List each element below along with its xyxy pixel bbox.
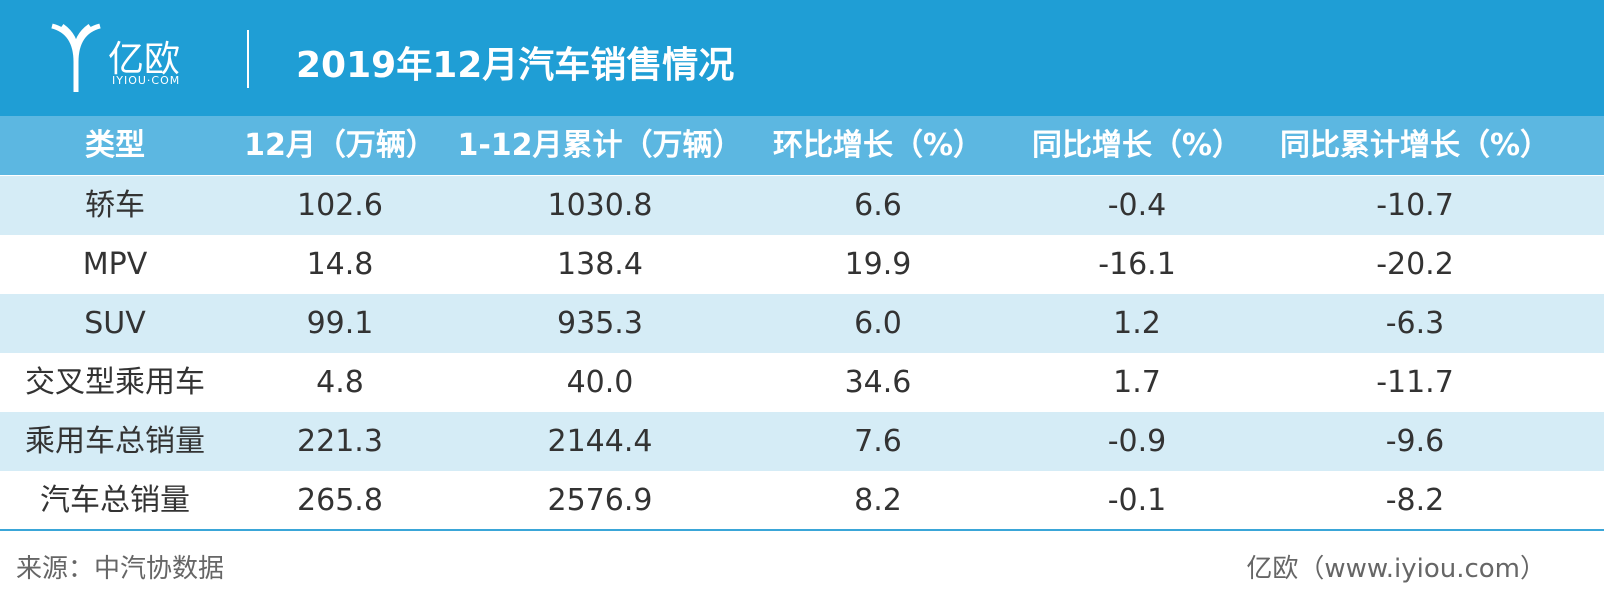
column-header: 环比增长（%） [772,128,984,163]
table-row: SUV 99.1 935.3 6.0 1.2 -6.3 [0,294,1604,353]
logo-subtext: IYIOU·COM [112,74,181,87]
column-header: 同比增长（%） [1031,128,1243,163]
table-cell: -0.4 [1107,188,1167,223]
source: 来源：中汽协数据 [16,554,225,584]
table-cell: 40.0 [566,365,634,400]
table-cell: -11.7 [1376,365,1454,400]
header-bar: 亿欧 IYIOU·COM 2019年12月汽车销售情况 [0,0,1604,116]
table-cell: -9.6 [1385,424,1445,459]
table-cell: 935.3 [557,306,643,341]
column-header: 1-12月累计（万辆） [457,128,743,163]
separator [247,30,249,88]
table-cell: -6.3 [1385,306,1445,341]
table-cell: -0.9 [1107,424,1167,459]
table-cell: 265.8 [297,483,383,518]
table-cell: 1.7 [1113,365,1161,400]
table-cell: 轿车 [85,188,145,223]
table-row: 轿车 102.6 1030.8 6.6 -0.4 -10.7 [0,176,1604,235]
logo-icon [51,23,101,92]
table-cell: 14.8 [306,247,374,282]
table-cell: 7.6 [854,424,902,459]
table-cell: MPV [82,247,148,282]
credit: 亿欧（www.iyiou.com） [1246,554,1546,584]
table-cell: 乘用车总销量 [25,424,205,459]
bottom-rule [0,529,1604,531]
table-cell: SUV [84,306,146,341]
table-cell: -0.1 [1107,483,1167,518]
table-cell: -20.2 [1376,247,1454,282]
table-row: MPV 14.8 138.4 19.9 -16.1 -20.2 [0,235,1604,294]
table-cell: 8.2 [854,483,902,518]
table-cell: -8.2 [1385,483,1445,518]
title: 2019年12月汽车销售情况 [296,45,735,86]
logo-text: 亿欧 [108,39,181,80]
table-cell: 102.6 [297,188,383,223]
table-cell: 138.4 [557,247,643,282]
header-row: 类型 12月（万辆） 1-12月累计（万辆） 环比增长（%） 同比增长（%） 同比累计增长… [0,116,1604,175]
table-cell: 交叉型乘用车 [25,365,205,400]
table-row: 交叉型乘用车 4.8 40.0 34.6 1.7 -11.7 [0,353,1604,412]
table-cell: 4.8 [316,365,364,400]
table-cell: 1030.8 [547,188,653,223]
table-cell: 99.1 [306,306,374,341]
table-cell: 221.3 [297,424,383,459]
table-cell: 19.9 [844,247,912,282]
column-header: 类型 [85,128,145,163]
column-header: 同比累计增长（%） [1279,128,1551,163]
table-cell: 2144.4 [547,424,653,459]
column-header: 12月（万辆） [244,128,436,163]
table-cell: 6.6 [854,188,902,223]
table-cell: 6.0 [854,306,902,341]
table-cell: 34.6 [844,365,912,400]
table-cell: 2576.9 [547,483,653,518]
table-cell: -10.7 [1376,188,1454,223]
table-row: 乘用车总销量 221.3 2144.4 7.6 -0.9 -9.6 [0,412,1604,471]
table-cell: 汽车总销量 [40,483,190,518]
table-cell: -16.1 [1098,247,1176,282]
table-row: 汽车总销量 265.8 2576.9 8.2 -0.1 -8.2 [0,471,1604,530]
table-cell: 1.2 [1113,306,1161,341]
